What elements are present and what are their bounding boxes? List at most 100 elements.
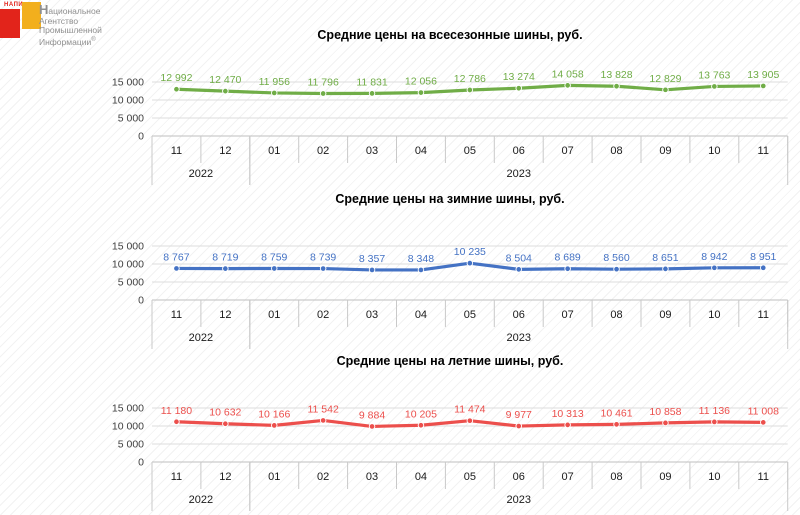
month-label: 08 [610,309,622,321]
napi-logo: НАПИ Национальное Агентство Промышленной… [0,0,150,52]
data-label: 11 831 [356,76,387,88]
logo-org-line: Агентство [39,15,79,26]
data-label: 12 786 [454,73,486,85]
month-label: 04 [415,309,427,321]
registered-trademark-symbol: ® [91,36,96,43]
month-label: 11 [171,471,182,483]
data-point-marker [222,265,229,272]
data-point-marker [319,265,327,272]
year-label: 2023 [507,332,531,344]
data-point-marker [368,90,376,97]
month-label: 08 [610,471,622,483]
data-point-marker [222,420,229,427]
logo-org-line: Информации® [39,36,102,47]
data-label: 10 632 [209,407,241,419]
data-label: 8 357 [359,253,385,265]
month-label: 07 [562,309,574,321]
data-label: 9 884 [359,409,385,421]
data-label: 13 828 [600,69,632,81]
logo-org-name: Национальное Агентство Промышленной Инфо… [39,2,102,47]
data-label: 8 942 [701,251,727,263]
chart-winter-tires: Средние цены на зимние шины, руб. 15 000… [0,190,800,352]
month-label: 09 [659,471,671,483]
month-label: 04 [415,471,427,483]
data-point-marker [271,422,278,429]
chart-allseason-tires: Средние цены на всесезонные шины, руб. 1… [0,26,800,188]
logo-org-line: Национальное [39,2,101,17]
data-label: 13 274 [503,71,535,83]
data-point-marker [271,89,278,97]
y-axis-tick-label: 15 000 [112,403,144,415]
logo-red-square [0,9,20,38]
month-label: 02 [317,309,329,321]
y-axis-tick-label: 0 [138,457,144,469]
data-label: 12 470 [209,74,241,86]
data-label: 11 956 [259,76,290,88]
data-point-marker [515,84,523,92]
data-label: 10 313 [552,408,584,420]
y-axis-tick-label: 5 000 [118,113,144,125]
month-label: 10 [708,471,720,483]
data-point-marker [760,264,767,272]
data-label: 8 739 [310,252,336,264]
month-label: 02 [317,145,329,157]
month-label: 11 [758,309,769,321]
data-label: 11 474 [454,404,485,416]
data-point-marker [515,266,523,273]
data-point-marker [222,87,229,95]
data-point-marker [271,265,278,272]
data-point-marker [613,265,620,273]
data-point-marker [173,85,180,93]
month-label: 04 [415,145,427,157]
month-label: 05 [464,471,476,483]
month-label: 06 [513,145,525,157]
y-axis-tick-label: 15 000 [112,241,144,253]
data-label: 11 008 [748,405,779,417]
data-label: 8 951 [750,251,776,263]
chart-title-allseason: Средние цены на всесезонные шины, руб. [317,28,583,42]
data-point-marker [760,419,767,426]
y-axis-tick-label: 5 000 [118,277,144,289]
data-point-marker [613,82,620,90]
logo-yellow-square [22,2,41,29]
month-label: 11 [171,145,182,157]
data-point-marker [319,90,327,97]
data-label: 11 542 [307,403,338,415]
month-label: 10 [708,309,720,321]
data-point-marker [173,418,180,426]
data-point-marker [662,86,669,94]
month-label: 03 [366,145,378,157]
allseason-price-plot: 15 000 10 000 5 000 0 11 12 01 02 03 04 05 06 07 08 09… [112,68,789,185]
month-label: 10 [708,145,720,157]
month-label: 12 [219,145,231,157]
y-axis-tick-label: 10 000 [112,259,144,271]
y-axis-tick-label: 0 [138,131,144,143]
data-label: 12 829 [649,73,681,85]
data-point-marker [760,82,767,90]
data-label: 10 166 [258,408,290,420]
data-label: 12 056 [405,76,437,88]
chart-summer-tires: Средние цены на летние шины, руб. 15 000… [0,352,800,514]
month-label: 02 [317,471,329,483]
month-label: 09 [659,145,671,157]
data-label: 10 205 [405,408,437,420]
data-label: 8 767 [163,251,189,263]
month-label: 11 [758,471,769,483]
data-point-marker [319,417,327,424]
data-label: 8 504 [506,252,532,264]
data-label: 11 136 [699,405,730,417]
data-point-marker [711,418,718,426]
data-point-marker [711,83,718,90]
napi-wordmark: НАПИ [4,2,24,8]
chart-title-summer: Средние цены на летние шины, руб. [336,354,564,368]
month-label: 09 [659,309,671,321]
data-point-marker [711,264,718,272]
data-label: 13 905 [747,69,779,81]
data-point-marker [564,82,571,89]
month-label: 05 [464,309,476,321]
data-label: 10 235 [454,246,486,258]
data-point-marker [173,265,180,272]
data-point-marker [466,417,474,424]
data-label: 10 858 [649,406,681,418]
data-label: 8 689 [555,252,581,264]
